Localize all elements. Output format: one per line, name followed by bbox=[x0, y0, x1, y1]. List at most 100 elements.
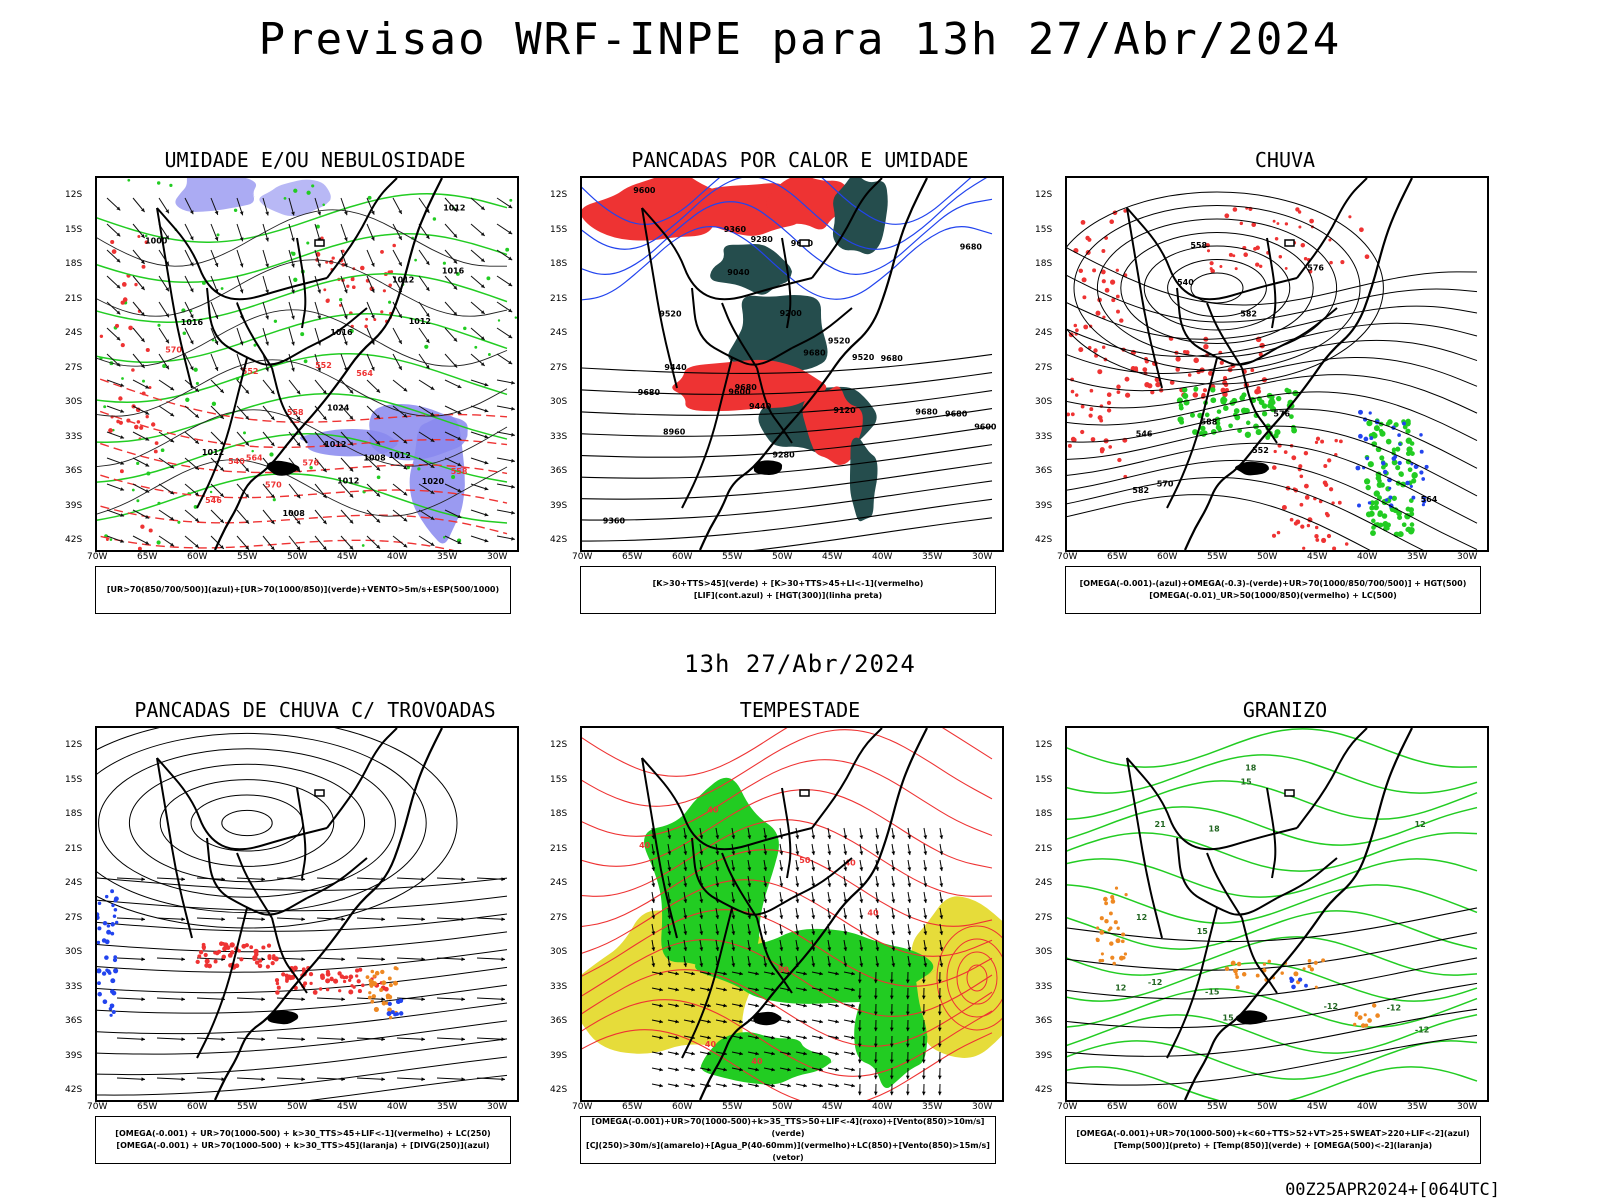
vector-head bbox=[715, 883, 720, 887]
red-speckle bbox=[137, 234, 141, 239]
storm-speckle bbox=[325, 971, 331, 977]
humidity-low-speckle bbox=[514, 316, 517, 319]
red-speckle bbox=[325, 298, 330, 303]
vector-shaft bbox=[156, 957, 186, 960]
rain-green-speckle bbox=[1255, 429, 1262, 436]
vector-head bbox=[851, 971, 855, 976]
wind-vector bbox=[875, 875, 880, 888]
vector-head bbox=[803, 987, 807, 992]
wind-vector bbox=[779, 843, 784, 856]
humidity-low-speckle bbox=[169, 183, 173, 188]
contour-line bbox=[1067, 1008, 1478, 1057]
vector-head bbox=[763, 883, 768, 887]
vector-head bbox=[843, 915, 848, 919]
federal-district bbox=[799, 239, 810, 247]
rain-speckle bbox=[1323, 482, 1329, 488]
humidity-low-speckle bbox=[233, 208, 238, 213]
contour-label: 9680 bbox=[638, 388, 661, 397]
wind-850-area bbox=[854, 951, 928, 1089]
vector-head bbox=[245, 493, 249, 498]
wind-vector bbox=[288, 197, 295, 216]
country-border bbox=[756, 917, 793, 994]
country-border bbox=[236, 852, 273, 919]
rain-green-speckle bbox=[1398, 471, 1404, 477]
contour-line bbox=[1067, 459, 1478, 550]
vector-shaft bbox=[156, 1077, 186, 1080]
vector-head bbox=[291, 341, 295, 346]
longitude-tick-label: 40W bbox=[387, 1102, 408, 1112]
latitude-tick-label: 24S bbox=[65, 878, 83, 888]
contour-label: 18 bbox=[1209, 824, 1221, 833]
wind-vector bbox=[763, 1083, 776, 1088]
humidity-low-speckle bbox=[177, 520, 181, 524]
rain-blue-speckle bbox=[1381, 460, 1386, 466]
vector-head bbox=[771, 1003, 775, 1008]
rain-green-speckle bbox=[1378, 522, 1384, 528]
country-border bbox=[1176, 837, 1278, 916]
vector-head bbox=[889, 1043, 894, 1048]
longitude-tick-label: 40W bbox=[872, 552, 893, 562]
divergence-speckle bbox=[97, 901, 102, 906]
wind-vector bbox=[905, 1035, 910, 1048]
wind-vector bbox=[747, 1051, 760, 1056]
latitude-tick-label: 42S bbox=[550, 535, 568, 545]
omega-speckle bbox=[1108, 911, 1113, 916]
wind-vector bbox=[683, 843, 688, 856]
wind-vector bbox=[262, 327, 269, 346]
rain-green-speckle bbox=[1182, 392, 1189, 400]
rain-speckle bbox=[1219, 265, 1223, 268]
wind-vector bbox=[496, 535, 515, 541]
contour-line bbox=[97, 895, 508, 912]
contour-label: 570 bbox=[265, 481, 282, 490]
rain-speckle bbox=[1203, 344, 1209, 350]
vector-head bbox=[683, 835, 688, 839]
wind-vector bbox=[907, 827, 912, 840]
contour-label: 570 bbox=[1157, 480, 1174, 489]
vector-head bbox=[723, 987, 727, 992]
rain-speckle bbox=[1193, 357, 1199, 364]
rain-speckle bbox=[1220, 387, 1226, 393]
vector-head bbox=[322, 546, 327, 550]
vector-head bbox=[165, 313, 169, 318]
storm-speckle bbox=[239, 957, 244, 962]
longitude-tick-label: 65W bbox=[1107, 552, 1128, 562]
contour-label: 9680 bbox=[960, 243, 983, 252]
vector-head bbox=[857, 1011, 862, 1016]
storm-speckle bbox=[271, 956, 276, 961]
wind-vector bbox=[779, 1067, 792, 1072]
vector-shaft bbox=[476, 1077, 506, 1080]
humidity-low-speckle bbox=[339, 298, 343, 302]
vector-head bbox=[723, 1083, 727, 1088]
streamline-arrow bbox=[356, 917, 386, 922]
panel-tempestade: TEMPESTADE 40 40 40 40 50 50 40 40 [OMEGA(-0.00… bbox=[550, 698, 1050, 1178]
vector-head bbox=[659, 1067, 663, 1072]
latitude-tick-label: 33S bbox=[65, 431, 83, 442]
vector-head bbox=[667, 915, 672, 919]
hail-speckle bbox=[1291, 984, 1296, 990]
latitude-tick-label: 36S bbox=[550, 466, 568, 476]
rain-speckle bbox=[1067, 412, 1071, 417]
vector-head bbox=[683, 883, 688, 887]
vector-head bbox=[771, 1067, 775, 1072]
storm-orange-speckle bbox=[387, 1007, 392, 1013]
humidity-mid-area bbox=[259, 179, 332, 217]
wind-vector bbox=[158, 431, 175, 443]
vector-shaft bbox=[276, 877, 306, 880]
vector-head bbox=[461, 1077, 465, 1082]
red-speckle bbox=[144, 240, 149, 245]
rain-blue-speckle bbox=[1397, 433, 1401, 437]
country-border bbox=[811, 178, 883, 279]
wind-vector bbox=[843, 1003, 856, 1008]
vector-head bbox=[322, 442, 327, 447]
streamline-arrow bbox=[196, 1037, 226, 1042]
vector-head bbox=[453, 207, 458, 212]
temp-850-contour bbox=[1067, 1014, 1478, 1054]
wind-vector bbox=[418, 431, 435, 443]
vector-head bbox=[425, 287, 430, 291]
vector-head bbox=[239, 289, 244, 294]
vector-head bbox=[923, 931, 928, 935]
vector-head bbox=[787, 1067, 791, 1072]
storm-speckle bbox=[281, 972, 286, 977]
wind-vector bbox=[418, 379, 435, 391]
vector-head bbox=[937, 1091, 942, 1096]
